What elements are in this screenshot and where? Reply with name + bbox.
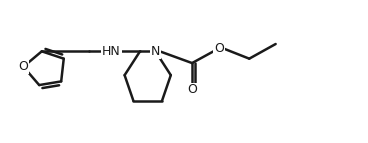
Text: N: N: [151, 45, 160, 58]
Text: O: O: [187, 83, 197, 96]
Text: HN: HN: [102, 45, 121, 58]
Text: O: O: [214, 42, 224, 55]
Text: O: O: [18, 60, 28, 73]
